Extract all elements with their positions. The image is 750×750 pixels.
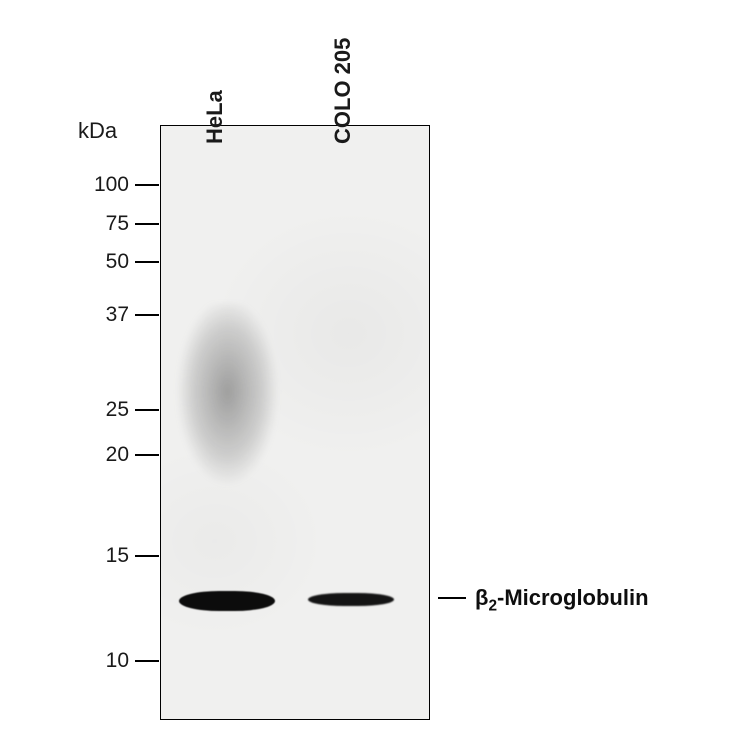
lane-label-0: HeLa (202, 90, 228, 144)
marker-tick-10 (135, 660, 159, 662)
smear-lane0-0 (170, 304, 285, 499)
marker-label-50: 50 (106, 250, 129, 274)
band-annotation-tick (438, 597, 466, 599)
marker-tick-100 (135, 184, 159, 186)
marker-tick-75 (135, 223, 159, 225)
marker-label-20: 20 (106, 443, 129, 467)
marker-label-75: 75 (106, 212, 129, 236)
marker-tick-15 (135, 555, 159, 557)
marker-tick-37 (135, 314, 159, 316)
band-annotation-label: β2-Microglobulin (475, 585, 649, 615)
marker-tick-20 (135, 454, 159, 456)
band-lane0-0 (179, 591, 275, 611)
lane-label-1: COLO 205 (330, 38, 356, 144)
marker-label-15: 15 (106, 544, 129, 568)
marker-label-25: 25 (106, 398, 129, 422)
blot-membrane (160, 125, 430, 720)
marker-label-10: 10 (106, 649, 129, 673)
marker-label-100: 100 (94, 173, 129, 197)
marker-tick-25 (135, 409, 159, 411)
figure-root: kDa β2-Microglobulin HeLa COLO 205 100 75 50… (0, 0, 750, 750)
unit-label-kda: kDa (78, 118, 117, 144)
band-lane1-0 (308, 593, 394, 606)
marker-label-37: 37 (106, 303, 129, 327)
marker-tick-50 (135, 261, 159, 263)
